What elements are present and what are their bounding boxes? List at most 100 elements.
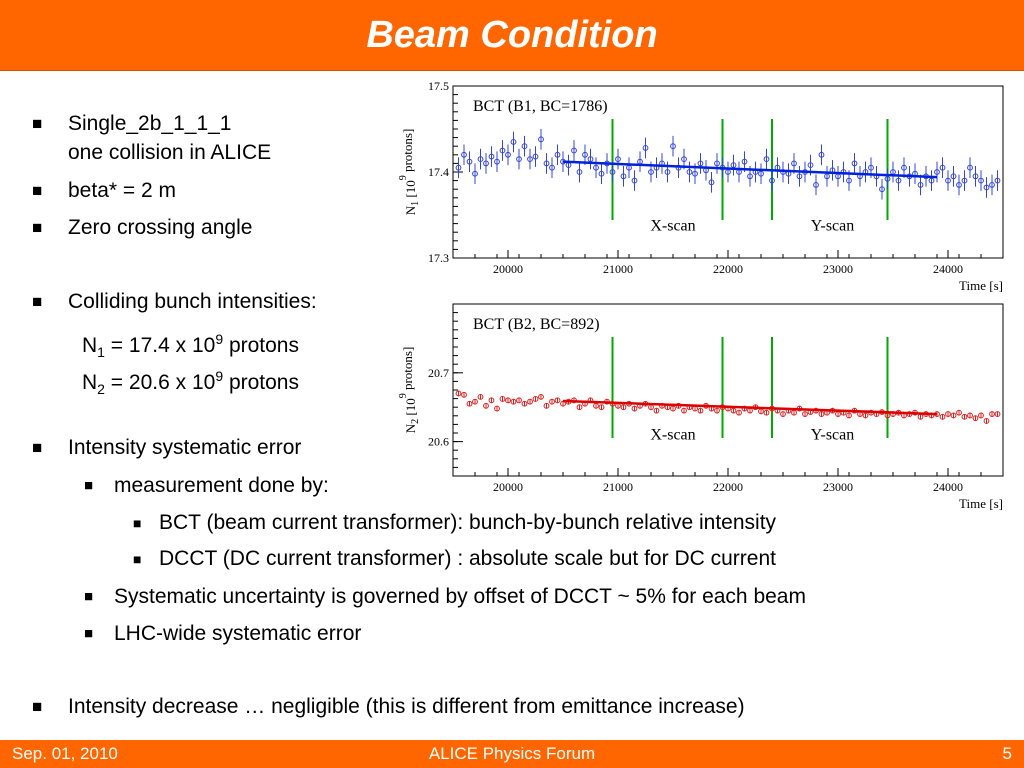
- data-point: [648, 169, 654, 175]
- data-point: [488, 153, 495, 160]
- bullet-icon: ■: [32, 438, 43, 457]
- data-point: [714, 407, 720, 414]
- bullet-icon: ■: [84, 477, 94, 494]
- x-tick-label: 21000: [603, 480, 633, 494]
- data-point: [939, 413, 946, 420]
- data-point: [631, 405, 638, 412]
- data-point: [967, 164, 973, 171]
- data-point: [582, 151, 588, 158]
- data-point: [978, 177, 984, 184]
- data-point: [796, 173, 803, 180]
- data-point: [653, 407, 660, 414]
- bullet-icon: ■: [32, 114, 43, 133]
- data-point: [884, 175, 891, 182]
- plot-frame: [452, 303, 1004, 477]
- bullet-icon: ■: [133, 515, 142, 531]
- data-point: [769, 177, 775, 184]
- bullet-dcct-offset: Systematic uncertainty is governed by of…: [114, 585, 806, 608]
- x-tick-label: 22000: [713, 262, 743, 276]
- data-point: [494, 158, 500, 165]
- bullet-icon: ■: [84, 625, 94, 642]
- chart-b2-svg: BCT (B2, BC=892) N2 [109 protons] Time [s]…: [398, 303, 1004, 510]
- footer-event: ALICE Physics Forum: [428, 744, 596, 763]
- chart-b1-svg: BCT (B1, BC=1786) N1 [109 protons] Time [s…: [398, 79, 1004, 292]
- data-point: [895, 177, 902, 184]
- data-point: [598, 170, 605, 177]
- x-tick-label: 24000: [933, 262, 963, 276]
- y-tick-label: 17.3: [428, 251, 449, 265]
- bullet-icon: ■: [84, 588, 94, 605]
- data-point: [510, 398, 517, 405]
- data-point: [642, 145, 649, 151]
- data-point: [532, 396, 539, 402]
- data-point: [477, 156, 484, 162]
- data-point: [472, 398, 478, 405]
- scan-annotation: Y-scan: [811, 427, 855, 444]
- data-point: [934, 169, 940, 175]
- data-point: [554, 151, 561, 158]
- data-point: [697, 407, 704, 414]
- data-point: [521, 143, 528, 150]
- data-point: [879, 186, 885, 193]
- data-point: [747, 173, 753, 180]
- data-point: [945, 177, 951, 184]
- x-tick-label: 22000: [713, 480, 743, 494]
- fit-line: [562, 160, 938, 179]
- data-point: [802, 411, 808, 417]
- scan-annotation: X-scan: [650, 427, 695, 444]
- data-point: [505, 151, 511, 158]
- data-point: [516, 156, 522, 162]
- data-point: [813, 182, 819, 188]
- bullet-intensity-decrease: Intensity decrease … negligible (this is…: [68, 695, 745, 718]
- data-point: [846, 177, 852, 184]
- data-point: [961, 177, 968, 184]
- data-point: [670, 405, 676, 412]
- data-point: [989, 411, 995, 417]
- data-point: [956, 409, 962, 416]
- bullet-config-name: Single_2b_1_1_1: [68, 112, 232, 135]
- data-point: [730, 407, 737, 414]
- bullet-config-desc: one collision in ALICE: [68, 141, 272, 164]
- data-point: [994, 411, 1001, 417]
- data-point: [455, 164, 462, 171]
- data-point: [681, 156, 687, 162]
- data-point: [950, 173, 957, 180]
- bullet-crossing-angle: Zero crossing angle: [68, 216, 253, 239]
- data-point: [543, 402, 550, 409]
- data-point: [620, 404, 627, 411]
- chart-title: BCT (B1, BC=1786): [473, 98, 608, 115]
- data-point: [868, 164, 874, 171]
- data-point: [807, 162, 814, 169]
- data-point: [972, 173, 979, 180]
- data-point: [714, 160, 720, 167]
- bullet-icon: ■: [32, 181, 43, 200]
- data-point: [549, 398, 555, 405]
- x-tick-label: 20000: [493, 262, 523, 276]
- data-point: [521, 400, 528, 407]
- data-point: [593, 402, 599, 409]
- data-point: [989, 182, 995, 188]
- data-point: [455, 390, 462, 397]
- data-point: [818, 411, 825, 417]
- data-point: [939, 164, 946, 171]
- scan-annotation: X-scan: [650, 217, 695, 234]
- data-point: [917, 182, 924, 188]
- data-point: [994, 177, 1001, 184]
- chart-b2: BCT (B2, BC=892) N2 [109 protons] Time [s]…: [395, 294, 1010, 510]
- x-axis-label: Time [s]: [959, 278, 1003, 292]
- data-point: [956, 182, 962, 188]
- data-point: [763, 409, 770, 416]
- data-point: [862, 412, 869, 419]
- data-point: [609, 169, 616, 175]
- data-point: [824, 173, 830, 180]
- data-point: [461, 391, 467, 398]
- n2-intensity: N2 = 20.6 x 109 protons: [82, 368, 299, 398]
- fit-line: [562, 399, 938, 416]
- data-point: [983, 184, 990, 191]
- scan-annotation: Y-scan: [811, 217, 855, 234]
- data-point: [472, 170, 478, 177]
- x-tick-label: 23000: [823, 480, 853, 494]
- data-point: [483, 160, 489, 167]
- bullet-systematic-error: Intensity systematic error: [68, 436, 302, 459]
- data-point: [670, 143, 676, 150]
